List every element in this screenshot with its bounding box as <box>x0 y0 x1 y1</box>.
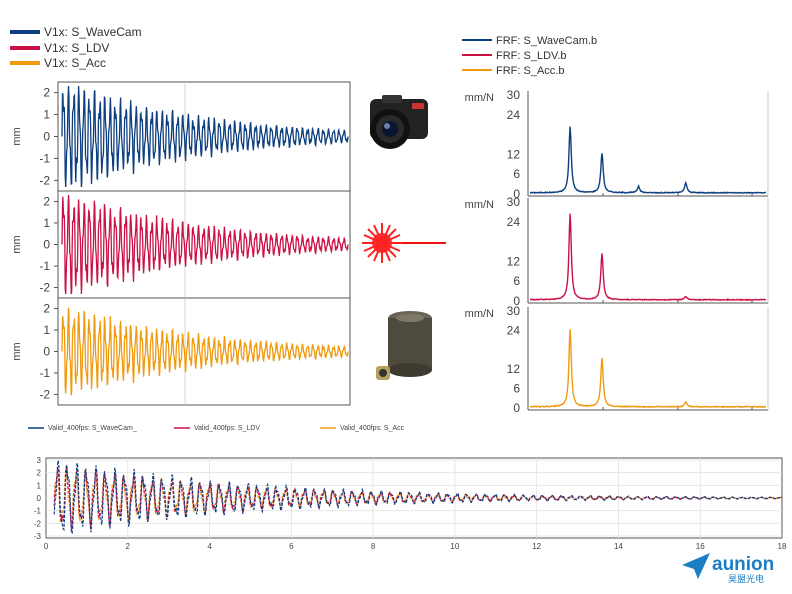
signal-line-time-acc <box>61 307 349 396</box>
y-tick-label: 3 <box>37 456 42 465</box>
legend-label-valid-wavecam: Valid_400fps: S_WaveCam_ <box>48 425 137 432</box>
y-tick-label: 0 <box>37 494 42 503</box>
y-tick-label: -1 <box>39 366 50 380</box>
x-tick-label: 12 <box>532 542 541 551</box>
logo-mark-icon <box>682 553 710 579</box>
logo-text: aunion <box>712 554 774 575</box>
y-axis-label: mm/N <box>465 92 494 104</box>
y-tick-label: 1 <box>43 108 50 122</box>
signal-line-time-wavecam <box>61 85 349 188</box>
spectrum-line-frf-wavecam <box>529 126 767 195</box>
y-tick-label: 2 <box>43 194 50 208</box>
time-panel-time-wavecam: 2 1 0 -1 -2 mm <box>11 81 351 192</box>
legend-label-wavecam: V1x: S_WaveCam <box>44 25 142 39</box>
frf-panel-frf-acc: 30 24 12 6 0 mm/N <box>465 304 769 415</box>
legend-time-series: V1x: S_WaveCam V1x: S_LDV V1x: S_Acc <box>10 25 142 70</box>
camera-icon <box>370 95 428 149</box>
legend-label-frf-acc: FRF: S_Acc.b <box>496 65 564 77</box>
y-tick-label: 0 <box>513 401 520 415</box>
y-tick-label: -2 <box>39 281 50 295</box>
y-tick-label: 1 <box>43 323 50 337</box>
x-tick-label: 18 <box>778 542 787 551</box>
legend-label-valid-acc: Valid_400fps: S_Acc <box>340 425 405 432</box>
x-tick-label: 4 <box>207 542 212 551</box>
x-tick-label: 14 <box>614 542 623 551</box>
y-tick-label: 12 <box>507 147 521 161</box>
aunion-logo: aunion 昊盟光电 <box>682 553 774 584</box>
y-tick-label: -3 <box>34 532 42 541</box>
legend-label-acc: V1x: S_Acc <box>44 56 106 70</box>
legend-label-ldv: V1x: S_LDV <box>44 41 109 55</box>
y-tick-label: -2 <box>39 173 50 187</box>
y-tick-label: -1 <box>34 507 42 516</box>
x-tick-label: 2 <box>126 542 131 551</box>
frf-panel-frf-wavecam: 30 24 12 6 0 mm/N <box>465 88 769 201</box>
laser-icon <box>362 223 446 263</box>
y-tick-label: 6 <box>513 274 520 288</box>
y-tick-label: 2 <box>37 469 42 478</box>
y-axis-label: mm <box>11 127 23 145</box>
logo-subtext: 昊盟光电 <box>728 573 764 584</box>
y-tick-label: 30 <box>507 304 521 318</box>
y-tick-label: 0 <box>513 294 520 308</box>
spectrum-line-frf-ldv <box>530 213 766 302</box>
frf-panels: 30 24 12 6 0 mm/N 30 24 12 6 0 mm/N 30 24 12 6 0 mm/N <box>465 88 769 415</box>
y-tick-label: 12 <box>507 254 521 268</box>
y-tick-label: 12 <box>507 362 521 376</box>
y-tick-label: -2 <box>34 519 42 528</box>
overlay-line-0 <box>53 460 783 535</box>
y-tick-label: 1 <box>43 216 50 230</box>
y-tick-label: 24 <box>507 215 521 229</box>
y-tick-label: 2 <box>43 301 50 315</box>
y-tick-label: 24 <box>507 108 521 122</box>
y-tick-label: 30 <box>507 88 521 102</box>
y-tick-label: 6 <box>513 382 520 396</box>
y-axis-label: mm/N <box>465 199 494 211</box>
y-axis-label: mm/N <box>465 308 494 320</box>
y-tick-label: 0 <box>513 187 520 201</box>
y-tick-label: -1 <box>39 259 50 273</box>
y-tick-label: 0 <box>43 238 50 252</box>
y-tick-label: 24 <box>507 323 521 337</box>
y-tick-label: 2 <box>43 86 50 100</box>
legend-label-frf-ldv: FRF: S_LDV.b <box>496 50 567 62</box>
x-tick-label: 16 <box>696 542 705 551</box>
accelerometer-icon <box>376 311 432 380</box>
y-tick-label: -1 <box>39 151 50 165</box>
x-tick-label: 8 <box>371 542 376 551</box>
y-tick-label: -2 <box>39 388 50 402</box>
spectrum-line-frf-acc <box>530 329 766 409</box>
frf-panel-frf-ldv: 30 24 12 6 0 mm/N <box>465 195 769 308</box>
y-tick-label: 6 <box>513 167 520 181</box>
x-tick-label: 10 <box>450 542 459 551</box>
time-panel-time-acc: 2 1 0 -1 -2 mm <box>11 297 351 406</box>
x-tick-label: 6 <box>289 542 294 551</box>
time-series-panels: 2 1 0 -1 -2 mm 2 1 0 -1 -2 mm 2 1 0 -1 -2 mm <box>11 81 351 406</box>
legend-label-frf-wavecam: FRF: S_WaveCam.b <box>496 35 597 47</box>
legend-frf: FRF: S_WaveCam.b FRF: S_LDV.b FRF: S_Acc… <box>462 35 597 77</box>
y-axis-label: mm <box>11 342 23 360</box>
signal-line-time-ldv <box>61 194 349 295</box>
legend-overlay: Valid_400fps: S_WaveCam_ Valid_400fps: S… <box>28 425 405 432</box>
legend-label-valid-ldv: Valid_400fps: S_LDV <box>194 425 260 432</box>
y-axis-label: mm <box>11 235 23 253</box>
y-tick-label: 0 <box>43 130 50 144</box>
y-tick-label: 0 <box>43 345 50 359</box>
x-tick-label: 0 <box>44 542 49 551</box>
y-tick-label: 1 <box>37 481 42 490</box>
y-tick-label: 30 <box>507 195 521 209</box>
time-panel-time-ldv: 2 1 0 -1 -2 mm <box>11 190 351 299</box>
